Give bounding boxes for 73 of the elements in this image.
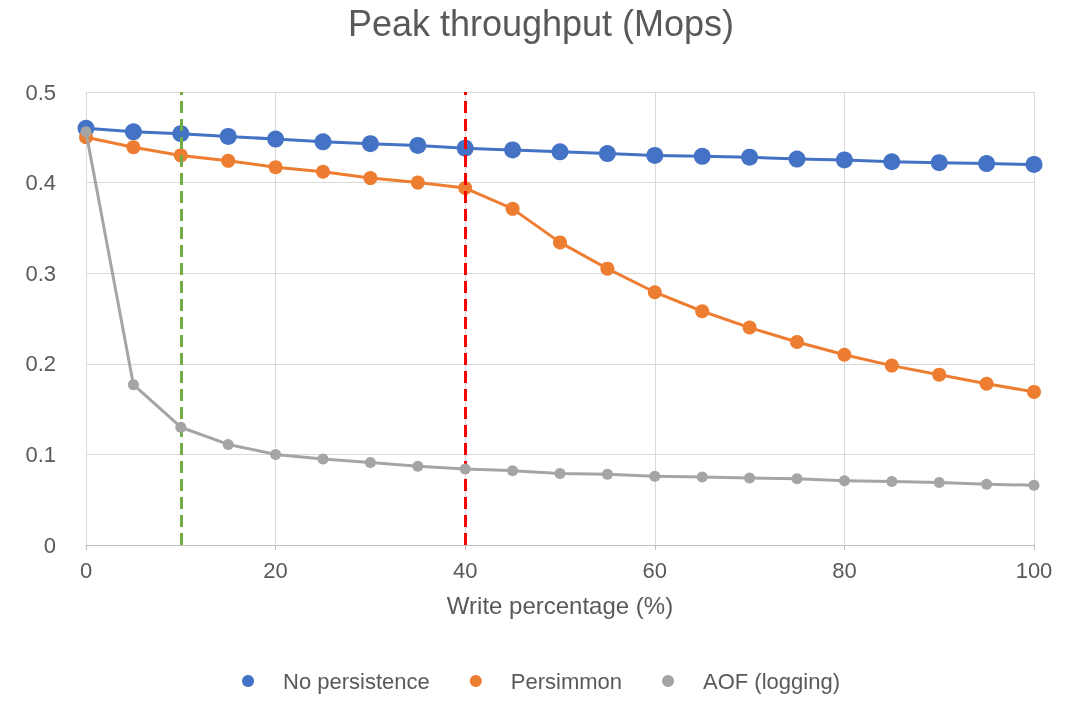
point	[788, 150, 806, 168]
point	[409, 136, 427, 154]
point	[363, 171, 378, 186]
point	[361, 135, 379, 153]
legend-label: Persimmon	[510, 668, 623, 694]
point	[742, 320, 757, 335]
point	[459, 463, 471, 475]
point	[314, 133, 332, 151]
point	[649, 470, 661, 482]
point	[268, 160, 283, 175]
point	[126, 140, 141, 155]
point	[551, 143, 569, 161]
x-tick-label: 100	[1015, 557, 1053, 583]
point	[598, 145, 616, 163]
point	[981, 478, 993, 490]
legend-label: AOF (logging)	[703, 668, 840, 694]
point	[412, 460, 424, 472]
y-tick-label: 0.3	[25, 260, 56, 286]
point	[646, 146, 664, 164]
point	[932, 367, 947, 382]
point	[553, 235, 567, 250]
point	[883, 153, 901, 171]
point	[933, 476, 945, 488]
point	[554, 467, 566, 479]
point	[219, 127, 237, 145]
point	[647, 285, 662, 300]
point	[222, 438, 234, 450]
point	[696, 471, 708, 483]
point	[601, 468, 613, 480]
x-axis-title: Write percentage (%)	[446, 591, 674, 619]
point	[600, 261, 615, 276]
x-tick-label: 20	[263, 557, 288, 583]
point	[127, 379, 139, 391]
point	[884, 358, 899, 373]
point	[1028, 479, 1040, 491]
x-tick-label: 60	[642, 557, 668, 583]
point	[504, 141, 522, 159]
point	[693, 147, 711, 165]
point	[1025, 155, 1043, 173]
point	[317, 453, 329, 465]
point	[410, 175, 425, 190]
point	[175, 421, 187, 433]
chart-title: Peak throughput (Mops)	[347, 2, 735, 44]
point	[124, 123, 142, 141]
legend-label: No persistence	[283, 668, 430, 694]
x-tick-label: 0	[79, 557, 93, 583]
point	[1027, 384, 1041, 399]
y-tick-label: 0.2	[25, 351, 56, 377]
point	[695, 304, 710, 319]
point	[790, 335, 804, 350]
y-tick-label: 0.1	[25, 441, 56, 467]
point	[791, 473, 803, 485]
point	[979, 376, 994, 391]
point	[838, 475, 850, 487]
point	[978, 155, 996, 173]
point	[505, 201, 520, 216]
y-tick-label: 0	[43, 532, 56, 558]
point	[741, 148, 759, 166]
point	[835, 151, 853, 169]
point	[221, 153, 236, 168]
point	[364, 457, 376, 469]
point	[270, 448, 282, 460]
x-tick-label: 80	[832, 557, 857, 583]
point	[837, 347, 852, 362]
point	[316, 164, 330, 179]
point	[744, 472, 756, 484]
y-tick-label: 0.5	[25, 79, 56, 105]
x-tick-label: 40	[452, 557, 478, 583]
y-tick-label: 0.4	[25, 170, 56, 196]
point	[267, 130, 285, 148]
point	[507, 465, 519, 477]
point	[930, 154, 948, 172]
point	[886, 476, 898, 488]
